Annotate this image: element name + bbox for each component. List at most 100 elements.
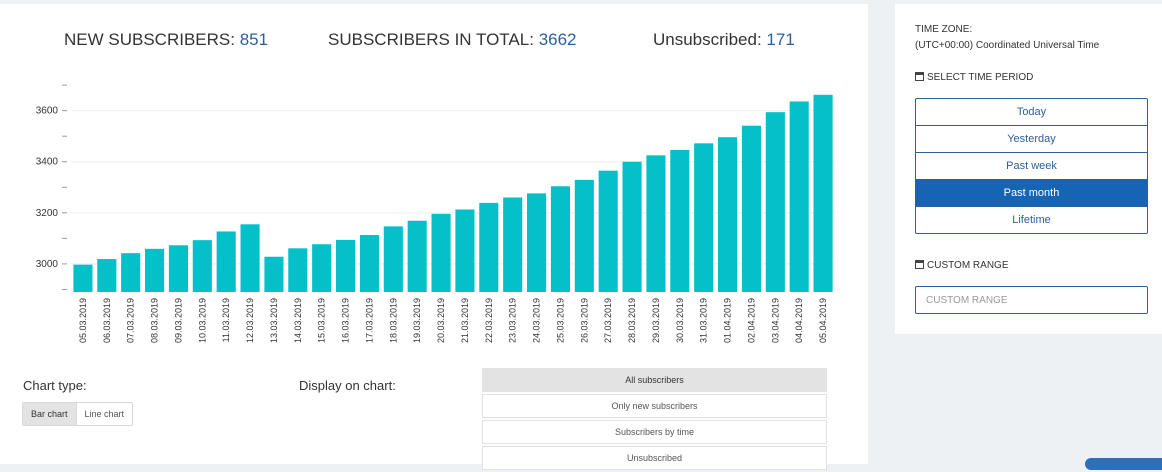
subscribers-bar-chart: 3000 3200 3400 3600 05.03.2019 06.03.2019 07.0… <box>36 84 835 343</box>
bar <box>741 125 761 292</box>
time-period-list: Today Yesterday Past week Past month Lif… <box>915 98 1148 234</box>
total-subscribers-label: SUBSCRIBERS IN TOTAL: <box>328 30 534 49</box>
x-tick-label: 14.03.2019 <box>293 298 303 343</box>
bar-chart-button[interactable]: Bar chart <box>23 403 76 425</box>
x-tick-label: 20.03.2019 <box>436 298 446 343</box>
bar <box>527 193 547 292</box>
timezone-label: TIME ZONE: <box>915 24 973 35</box>
bar <box>622 161 642 292</box>
bar <box>121 253 141 292</box>
x-tick-label: 12.03.2019 <box>245 298 255 343</box>
display-on-chart-label: Display on chart: <box>299 378 396 393</box>
x-tick-label: 04.04.2019 <box>794 298 804 343</box>
bar <box>789 101 809 293</box>
bar <box>813 94 833 293</box>
x-tick-label: 28.03.2019 <box>627 298 637 343</box>
x-tick-label: 03.04.2019 <box>770 298 780 343</box>
bar <box>288 248 308 292</box>
y-tick-label: 3000 <box>36 259 59 270</box>
period-yesterday[interactable]: Yesterday <box>915 125 1148 153</box>
period-past-month[interactable]: Past month <box>915 179 1148 207</box>
period-lifetime[interactable]: Lifetime <box>915 206 1148 234</box>
x-tick-label: 07.03.2019 <box>126 298 136 343</box>
x-tick-label: 31.03.2019 <box>699 298 709 343</box>
filter-sidebar: TIME ZONE: (UTC+00:00) Coordinated Unive… <box>895 4 1162 334</box>
bar <box>431 213 451 292</box>
bar <box>336 239 356 292</box>
unsubscribed-stat: Unsubscribed: 171 <box>653 30 795 50</box>
x-tick-label: 30.03.2019 <box>675 298 685 343</box>
y-tick-label: 3400 <box>36 157 59 168</box>
bar <box>264 256 284 292</box>
x-tick-label: 19.03.2019 <box>412 298 422 343</box>
bar <box>455 209 475 292</box>
chart-type-label: Chart type: <box>23 378 87 393</box>
period-today[interactable]: Today <box>915 98 1148 126</box>
total-subscribers-stat: SUBSCRIBERS IN TOTAL: 3662 <box>328 30 577 50</box>
bar <box>383 226 403 292</box>
custom-range-input[interactable] <box>915 286 1148 314</box>
bar <box>192 240 212 292</box>
select-period-label: SELECT TIME PERIOD <box>927 72 1034 83</box>
x-tick-label: 22.03.2019 <box>484 298 494 343</box>
bar <box>574 179 594 292</box>
bar <box>359 235 379 292</box>
chart-type-toggle: Bar chart Line chart <box>22 402 134 426</box>
custom-range-heading: CUSTOM RANGE <box>915 260 1009 271</box>
bar <box>73 264 93 292</box>
period-past-week[interactable]: Past week <box>915 152 1148 180</box>
x-tick-label: 05.03.2019 <box>78 298 88 343</box>
timezone-value: (UTC+00:00) Coordinated Universal Time <box>915 40 1100 51</box>
bar <box>407 220 427 292</box>
x-tick-label: 15.03.2019 <box>317 298 327 343</box>
bar <box>97 259 117 292</box>
line-chart-button[interactable]: Line chart <box>75 403 133 425</box>
x-tick-label: 23.03.2019 <box>508 298 518 343</box>
x-tick-label: 09.03.2019 <box>173 298 183 343</box>
bar <box>670 149 690 292</box>
x-tick-label: 08.03.2019 <box>150 298 160 343</box>
bar <box>216 231 236 292</box>
x-tick-label: 24.03.2019 <box>532 298 542 343</box>
total-subscribers-value: 3662 <box>538 30 577 49</box>
x-tick-label: 16.03.2019 <box>341 298 351 343</box>
bar <box>646 155 666 292</box>
bar <box>240 224 260 292</box>
x-tick-label: 05.04.2019 <box>818 298 828 343</box>
new-subscribers-label: NEW SUBSCRIBERS: <box>64 30 235 49</box>
bar <box>598 170 618 292</box>
x-tick-label: 02.04.2019 <box>746 298 756 343</box>
x-tick-label: 13.03.2019 <box>269 298 279 343</box>
x-tick-label: 18.03.2019 <box>388 298 398 343</box>
display-option-unsubscribed[interactable]: Unsubscribed <box>482 446 827 470</box>
x-tick-label: 29.03.2019 <box>651 298 661 343</box>
unsubscribed-value: 171 <box>766 30 795 49</box>
display-option-all-subscribers[interactable]: All subscribers <box>482 368 827 392</box>
display-options-list: All subscribers Only new subscribers Sub… <box>482 368 827 472</box>
custom-range-label: CUSTOM RANGE <box>927 260 1009 271</box>
x-tick-label: 25.03.2019 <box>555 298 565 343</box>
bar <box>312 244 332 292</box>
new-subscribers-value: 851 <box>239 30 269 49</box>
y-tick-label: 3200 <box>36 208 59 219</box>
display-option-by-time[interactable]: Subscribers by time <box>482 420 827 444</box>
x-tick-label: 06.03.2019 <box>102 298 112 343</box>
bar <box>503 197 523 292</box>
bar <box>694 143 714 292</box>
x-tick-label: 27.03.2019 <box>603 298 613 343</box>
unsubscribed-label: Unsubscribed: <box>653 30 762 49</box>
calendar-icon <box>915 72 924 81</box>
x-tick-label: 10.03.2019 <box>197 298 207 343</box>
x-tick-label: 26.03.2019 <box>579 298 589 343</box>
display-option-only-new[interactable]: Only new subscribers <box>482 394 827 418</box>
calendar-icon <box>915 260 924 269</box>
select-period-heading: SELECT TIME PERIOD <box>915 72 1033 83</box>
x-tick-label: 17.03.2019 <box>364 298 374 343</box>
new-subscribers-stat: NEW SUBSCRIBERS: 851 <box>64 30 268 50</box>
bar <box>550 186 570 292</box>
bar <box>479 202 499 292</box>
bar <box>718 137 738 292</box>
x-tick-label: 21.03.2019 <box>460 298 470 343</box>
x-tick-label: 11.03.2019 <box>221 298 231 342</box>
corner-button[interactable] <box>1085 458 1162 470</box>
